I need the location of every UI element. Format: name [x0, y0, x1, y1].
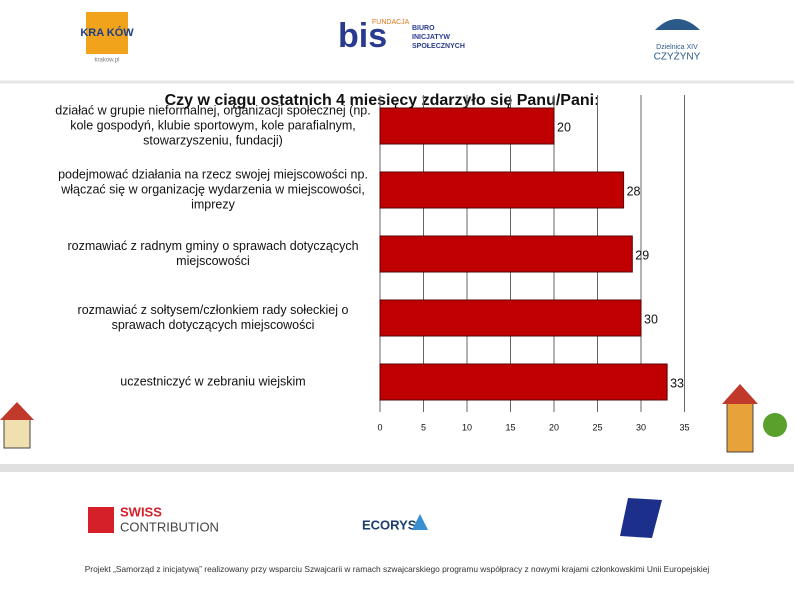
x-tick-label: 5: [421, 422, 426, 432]
roof: [722, 384, 758, 404]
logo-shape: [412, 514, 428, 530]
tree: [763, 413, 787, 437]
data-label: 30: [644, 312, 658, 326]
logo-bg: [86, 12, 128, 54]
bar: [379, 107, 555, 145]
logo-text: FUNDACJA: [372, 19, 410, 26]
logo-url: krakow.pl: [94, 58, 119, 64]
data-label: 33: [670, 376, 684, 390]
x-tick-label: 15: [505, 422, 515, 432]
logo-text: Dzielnica XIV: [656, 44, 698, 51]
house: [726, 401, 754, 453]
bar: [379, 171, 625, 209]
x-tick-label: 35: [679, 422, 689, 432]
logo-mark: bis: [338, 17, 387, 55]
house: [3, 417, 31, 449]
x-tick-label: 0: [377, 422, 382, 432]
logo-text: KRA KÓW: [80, 26, 134, 39]
x-tick-label: 25: [592, 422, 602, 432]
x-tick-label: 10: [462, 422, 472, 432]
logo-flag: [88, 507, 114, 533]
bar: [379, 299, 642, 337]
logo-ecorys: ECORYS: [362, 514, 428, 532]
logo-text: SWISS: [120, 504, 162, 519]
logo-text-box: BIURO INICJATYW SPOŁECZNYCH: [412, 25, 465, 50]
logo-text: ECORYS: [362, 517, 417, 532]
logo-shape: [655, 19, 700, 30]
y-tick-label: uczestniczyć w zebraniu wiejskim: [120, 374, 306, 389]
logo-shape: [620, 498, 662, 538]
logo-text: BIURO INICJATYW SPOŁECZNYCH: [412, 25, 465, 50]
chart-title: Czy w ciągu ostatnich 4 miesięcy zdarzył…: [165, 92, 600, 109]
logo-czyzyny: Dzielnica XIV CZYŻYNY: [654, 19, 701, 63]
logo-swiss: SWISS CONTRIBUTION: [88, 504, 219, 534]
decor-house-left: [0, 402, 34, 449]
y-tick-label: rozmawiać z sołtysem/członkiem rady sołe…: [77, 303, 349, 332]
logo-text: CZYŻYNY: [654, 50, 701, 63]
logo-bis: FUNDACJA bis BIURO INICJATYW SPOŁECZNYCH: [338, 17, 465, 55]
logo-krakow: KRA KÓW krakow.pl: [80, 12, 134, 64]
roof: [0, 402, 34, 420]
y-tick-label: rozmawiać z radnym gminy o sprawach doty…: [67, 239, 359, 268]
bar: [379, 235, 633, 273]
data-label: 28: [627, 184, 641, 198]
x-tick-label: 30: [636, 422, 646, 432]
y-tick-label: podejmować działania na rzecz swojej mie…: [58, 167, 368, 212]
bar: [379, 363, 668, 401]
data-label: 29: [635, 248, 649, 262]
decor-house-right: [722, 384, 787, 453]
y-tick-label: działać w grupie nieformalnej, organizac…: [55, 103, 371, 148]
logo-eagle: [620, 498, 662, 538]
footer-text: Projekt „Samorząd z inicjatywą” realizow…: [85, 564, 710, 574]
logo-text: CONTRIBUTION: [120, 519, 219, 534]
x-tick-label: 20: [549, 422, 559, 432]
data-label: 20: [557, 120, 571, 134]
